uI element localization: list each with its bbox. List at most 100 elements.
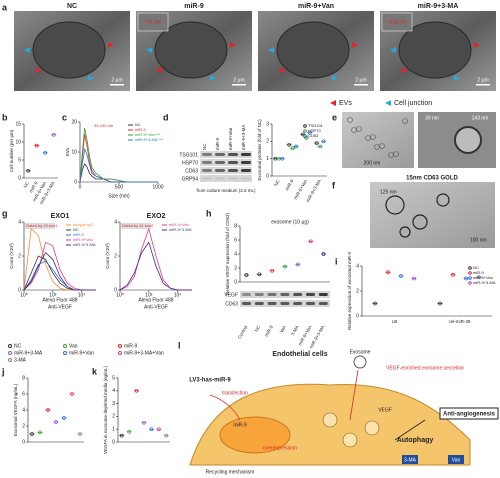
vesicle: [374, 144, 380, 150]
diagram-label: Recycling mechanism: [206, 469, 255, 475]
data-dot: [296, 262, 300, 267]
arrow: [209, 394, 241, 421]
y-axis-label: Count (X10³): [105, 243, 110, 269]
gate-label: Gated by 11 exo2: [122, 223, 154, 228]
data-dot: [51, 132, 56, 137]
blot-band: [293, 293, 303, 296]
diagram-label: transfection: [222, 390, 248, 396]
y-tick-label: 0: [74, 179, 77, 185]
legend-label: NC: [473, 265, 479, 270]
y-axis-label: EVs: [65, 147, 70, 156]
legend-swatch: [468, 271, 472, 275]
data-dot: [451, 272, 455, 277]
series-line: [119, 227, 192, 291]
category-label: miR-9: [264, 324, 275, 337]
legend-swatch: [303, 134, 307, 138]
blot-band: [202, 177, 212, 180]
y-tick-label: 2: [356, 288, 359, 294]
x-axis-label: Alexa Fluor 488: [42, 297, 77, 303]
data-dot: [34, 143, 39, 148]
panel-letter: c: [62, 112, 67, 122]
scale-bar: [232, 84, 246, 86]
panel-letter: k: [92, 366, 98, 376]
panel-letter: e: [332, 112, 337, 122]
diagram-label: VEGF-enriched exosome secretion: [386, 365, 464, 371]
image-title: miR-9+Van: [298, 3, 334, 10]
x-tick-label: 10⁴: [174, 292, 182, 298]
scale-label: 2 μm: [233, 77, 244, 83]
legend-label: miR-9+Van: [73, 237, 93, 242]
blot-band: [202, 153, 212, 156]
vesicle: [351, 127, 357, 133]
y-tick-label: 5: [18, 157, 21, 163]
legend-label: Cell junction: [394, 100, 432, 107]
legend-label: miR-9+Van: [169, 222, 189, 227]
band-label: CD63: [225, 301, 238, 307]
inhibitor-box: [448, 455, 464, 464]
category-label: NC: [254, 324, 262, 333]
scale-bar: [476, 84, 490, 86]
panel-letter: b: [2, 112, 8, 122]
y-tick-label: 0: [18, 287, 21, 293]
data-dot: [386, 270, 390, 275]
vesicle: [402, 118, 408, 124]
data-dot: [157, 427, 161, 432]
blot-band: [228, 161, 238, 164]
blot-band: [215, 169, 225, 172]
arrowhead: [268, 47, 274, 53]
legend-label: TSG101: [308, 123, 324, 128]
scale-bar: [110, 84, 124, 86]
y-tick-label: 8: [234, 223, 237, 229]
category-label: NC: [273, 178, 281, 187]
y-tick-label: 1: [112, 427, 115, 433]
legend-label: miR-9: [473, 270, 484, 275]
inset: [381, 12, 413, 32]
category-label: miR-9: [284, 178, 295, 191]
y-tick-label: 3: [112, 401, 115, 407]
category-label: NC: [23, 180, 31, 189]
blot-strip: [200, 151, 252, 158]
y-tick-label: 4: [22, 407, 25, 413]
diagram-label: VEGF: [378, 407, 392, 413]
legend-swatch: [63, 344, 67, 348]
diagram-label: Endothelial cells: [272, 351, 327, 358]
data-dot: [307, 130, 312, 135]
legend-swatch: [8, 358, 12, 362]
scale-label: 2 μm: [111, 77, 122, 83]
diagram-label: overexpression: [263, 445, 297, 451]
y-tick-label: 4: [112, 388, 115, 394]
y-tick-label: 0: [234, 279, 237, 285]
arrowhead: [146, 47, 152, 53]
legend-swatch: [385, 100, 391, 106]
data-dot: [308, 239, 313, 244]
legend-swatch: [118, 351, 122, 355]
y-axis-label: Count (X10³): [9, 243, 14, 269]
series-line: [23, 251, 96, 291]
x-tick-label: 10⁰: [20, 292, 28, 298]
data-dot: [149, 427, 154, 432]
data-dot: [78, 432, 82, 436]
blot-band: [254, 302, 264, 305]
y-tick-label: 0: [22, 439, 25, 445]
legend-label: miR-9+3-MA: [169, 227, 192, 232]
legend-swatch: [8, 344, 12, 348]
image-title: NC: [67, 3, 77, 10]
data-dot: [127, 429, 131, 434]
plot-title: exosome (10 μg): [271, 219, 309, 225]
y-tick-label: 0: [356, 313, 359, 319]
x-axis-label: Alexa Fluor 488: [138, 297, 173, 303]
x-tick-label: 1000: [152, 184, 163, 190]
data-dot: [270, 268, 274, 273]
legend-label: HSP70: [308, 128, 321, 133]
vesicle: [399, 226, 411, 238]
diagram-label: 3-MA: [404, 457, 417, 463]
data-dot: [26, 168, 31, 173]
y-tick-label: 4: [234, 251, 237, 257]
legend-label: miR-9+3-MA ***: [135, 137, 164, 142]
em-image: [370, 182, 495, 248]
axis: [117, 378, 170, 443]
outcome-box: [439, 407, 499, 420]
blot-band: [280, 293, 290, 296]
category-label: miR-9: [28, 180, 39, 193]
